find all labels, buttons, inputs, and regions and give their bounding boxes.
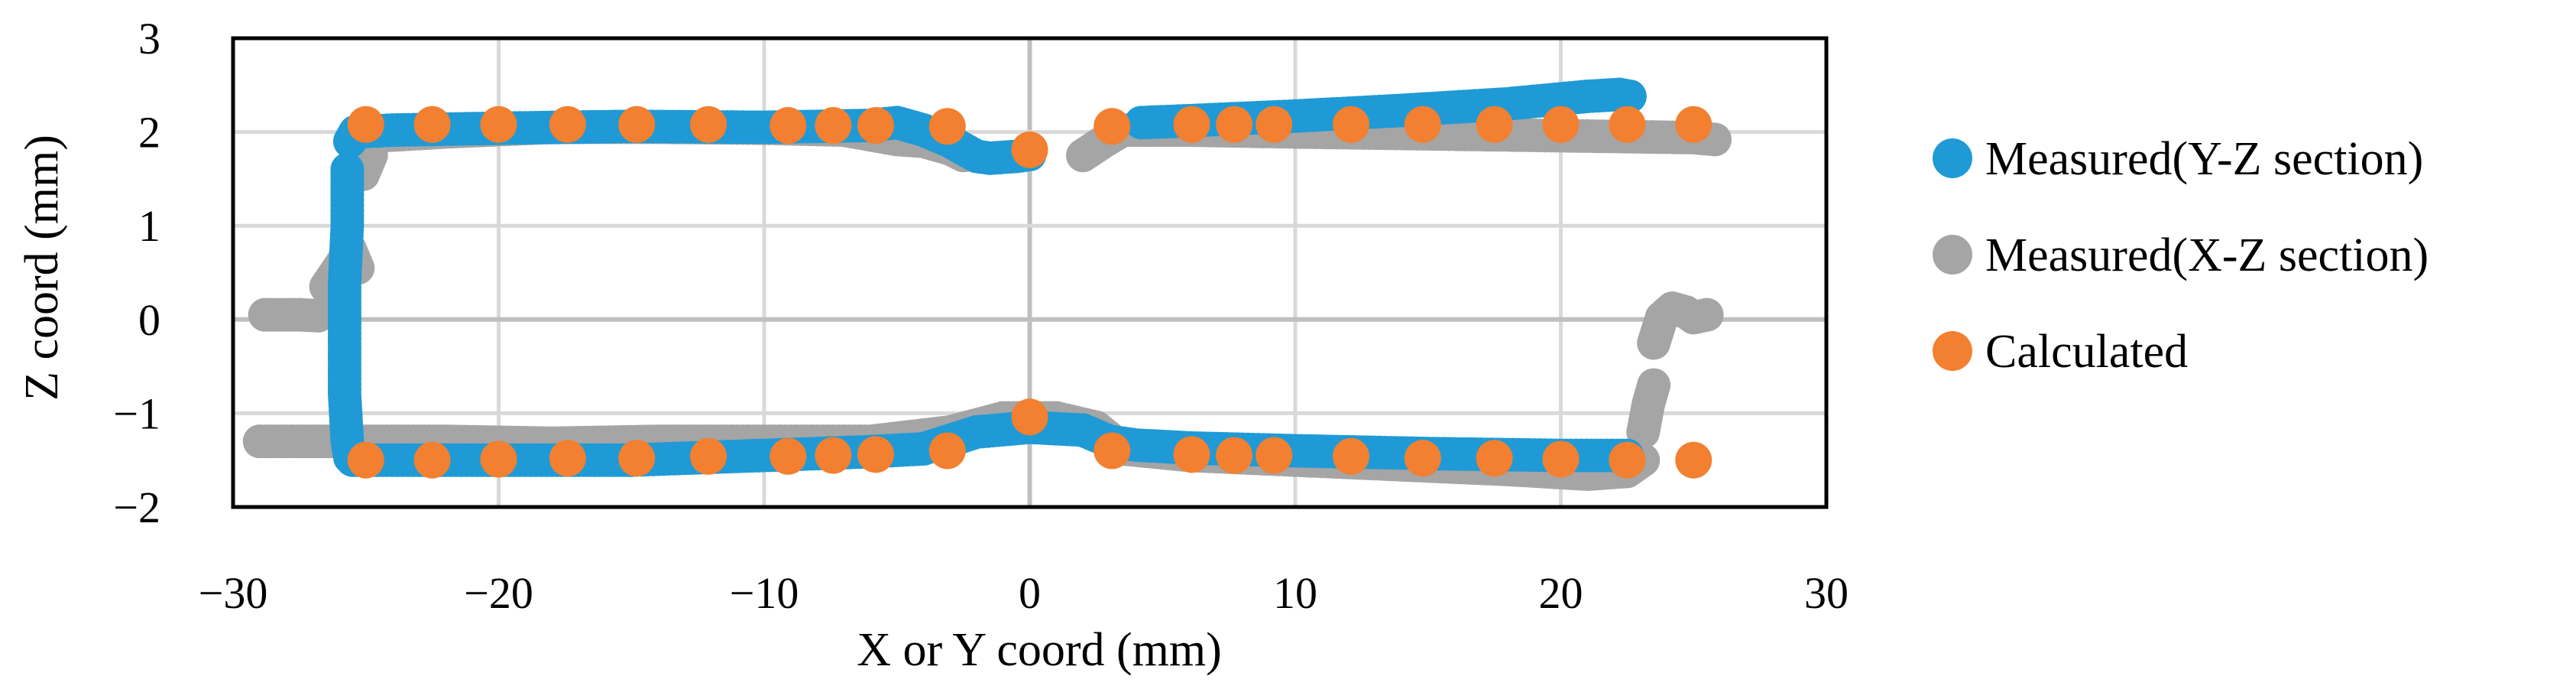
data-point <box>928 432 966 470</box>
data-point <box>1476 440 1513 477</box>
data-point <box>1612 80 1647 114</box>
data-point <box>690 106 727 143</box>
data-point <box>549 440 586 477</box>
data-point <box>770 107 807 145</box>
y-axis-label: Z coord (mm) <box>16 135 68 401</box>
data-point <box>815 437 852 474</box>
data-point <box>347 106 384 143</box>
y-tick-label: 0 <box>138 295 160 345</box>
data-point <box>1404 440 1441 477</box>
data-point <box>1404 106 1441 143</box>
data-point <box>1216 437 1253 474</box>
data-point <box>1690 297 1724 332</box>
data-point <box>1609 441 1646 479</box>
data-point <box>1094 108 1131 145</box>
plot-area-border <box>231 36 1829 509</box>
data-point <box>770 437 807 475</box>
x-axis-ticks: −30 −20 −10 0 10 20 30 <box>199 568 1849 618</box>
legend-marker-measured-yz <box>1933 138 1972 178</box>
data-point <box>1173 106 1210 143</box>
data-point <box>480 106 517 143</box>
data-point <box>413 441 451 479</box>
y-tick-label: 3 <box>138 14 160 63</box>
data-point <box>618 106 656 143</box>
data-point <box>857 107 894 145</box>
data-point <box>1609 106 1646 143</box>
legend-item-calculated: Calculated <box>1933 326 2188 378</box>
y-tick-label: −1 <box>113 388 160 438</box>
data-point <box>857 436 894 473</box>
data-point <box>1256 106 1293 143</box>
x-tick-label: 20 <box>1539 568 1583 618</box>
data-point <box>1675 441 1712 479</box>
y-axis-ticks: −2 −1 0 1 2 3 <box>113 14 160 532</box>
x-tick-label: −20 <box>464 568 533 618</box>
legend-item-measured-yz: Measured(Y-Z section) <box>1933 133 2423 185</box>
data-point <box>1011 398 1048 436</box>
data-point <box>1542 106 1580 143</box>
x-axis-label: X or Y coord (mm) <box>857 624 1222 676</box>
data-point <box>1094 432 1131 470</box>
y-tick-label: 2 <box>138 108 160 158</box>
legend-marker-measured-xz <box>1933 235 1972 275</box>
data-point <box>1476 106 1513 143</box>
data-point <box>347 441 384 479</box>
legend-label-measured-yz: Measured(Y-Z section) <box>1985 133 2423 185</box>
data-point <box>1216 106 1253 143</box>
series-calculated <box>347 106 1712 479</box>
data-point <box>413 106 451 143</box>
data-point <box>1637 368 1671 402</box>
legend-label-calculated: Calculated <box>1985 326 2188 378</box>
data-point <box>618 440 656 477</box>
x-tick-label: −10 <box>730 568 799 618</box>
legend-label-measured-xz: Measured(X-Z section) <box>1985 229 2429 281</box>
data-point <box>1542 440 1580 478</box>
data-point <box>1332 106 1369 143</box>
data-point <box>815 107 852 145</box>
data-point <box>480 440 517 478</box>
data-point <box>1675 106 1712 143</box>
legend: Measured(Y-Z section) Measured(X-Z secti… <box>1933 133 2429 378</box>
y-tick-label: 1 <box>138 201 160 251</box>
data-point <box>1173 436 1210 473</box>
data-point <box>928 108 966 145</box>
y-tick-label: −2 <box>113 483 160 532</box>
x-tick-label: −30 <box>199 568 268 618</box>
data-point <box>301 298 335 333</box>
x-tick-label: 0 <box>1019 568 1041 618</box>
legend-marker-calculated <box>1933 331 1972 371</box>
data-point <box>549 106 586 143</box>
x-tick-label: 10 <box>1273 568 1317 618</box>
data-point <box>1256 437 1293 474</box>
data-point <box>1011 131 1048 168</box>
data-point <box>1332 437 1369 475</box>
legend-item-measured-xz: Measured(X-Z section) <box>1933 229 2429 281</box>
data-point <box>690 437 727 475</box>
x-tick-label: 30 <box>1804 568 1849 618</box>
data-series <box>242 77 1732 492</box>
